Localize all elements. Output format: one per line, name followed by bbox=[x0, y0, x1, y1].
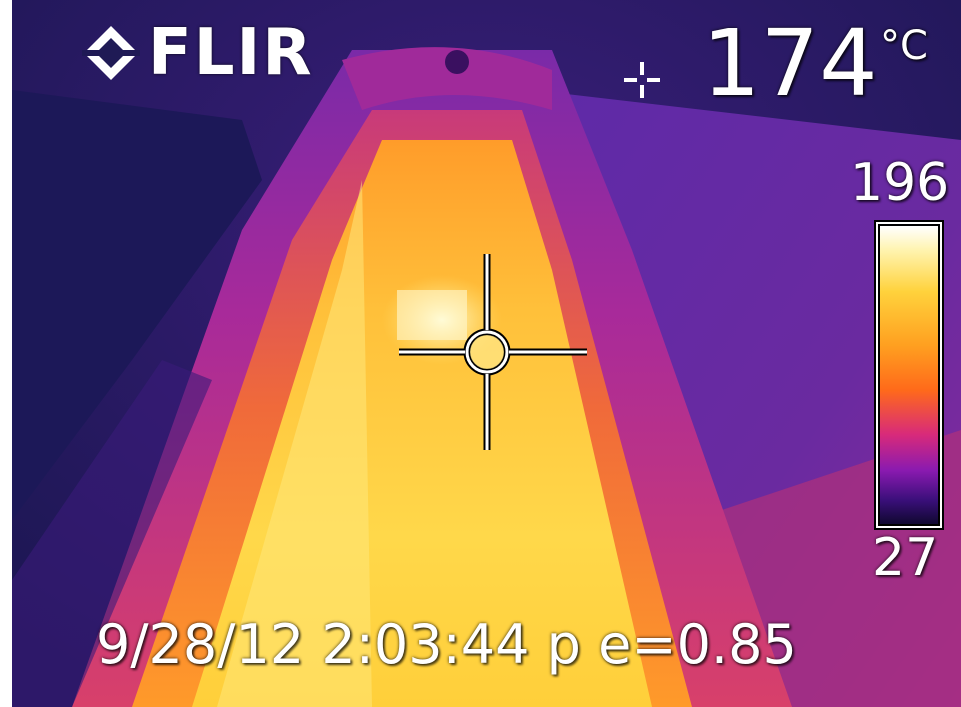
spot-temperature-value: 174 bbox=[702, 10, 878, 117]
temperature-scale-bar bbox=[878, 224, 940, 526]
brand-name: FLIR bbox=[148, 16, 314, 90]
thermal-image-frame: FLIR 174 °C 196 27 9/28/12 2:03:44 p e=0… bbox=[12, 0, 961, 707]
spot-meter-icon bbox=[624, 62, 660, 98]
scale-min-value: 27 bbox=[872, 528, 939, 588]
capture-timestamp: 9/28/12 2:03:44 p e=0.85 bbox=[96, 613, 797, 676]
flir-diamond-icon bbox=[82, 26, 140, 80]
flir-logo: FLIR bbox=[82, 18, 314, 88]
spot-temperature-unit: °C bbox=[880, 23, 928, 69]
scale-max-value: 196 bbox=[850, 153, 950, 213]
crosshair-icon bbox=[399, 254, 587, 450]
